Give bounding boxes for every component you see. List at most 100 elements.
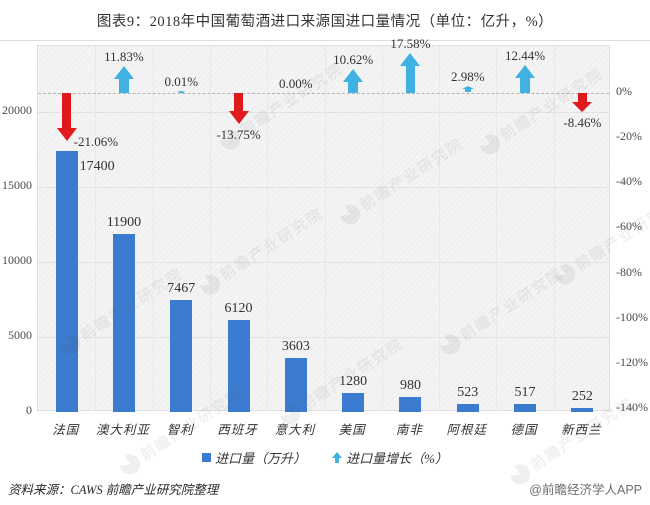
arrow-head-icon xyxy=(113,66,134,80)
up-arrow-icon xyxy=(332,452,343,463)
gridline-v xyxy=(152,46,154,410)
arrow-head-icon xyxy=(56,127,77,141)
growth-down-arrow xyxy=(228,93,249,125)
bar xyxy=(55,151,78,412)
growth-up-arrow xyxy=(515,64,536,93)
growth-percent-label: 17.58% xyxy=(390,36,431,52)
gridline-v xyxy=(209,46,211,410)
y-axis-tick-left: 5000 xyxy=(8,328,32,342)
x-axis-label: 法国 xyxy=(52,423,80,437)
bar-value-label: 6120 xyxy=(224,301,253,317)
arrow-shaft xyxy=(577,93,588,102)
arrow-shaft xyxy=(335,458,340,463)
bar-value-label: 3603 xyxy=(281,338,310,354)
gridline-v xyxy=(439,46,441,410)
arrow-head-icon xyxy=(343,69,364,83)
credit-note: @前瞻经济学人APP xyxy=(529,483,642,497)
growth-percent-label: 11.83% xyxy=(104,49,144,65)
bar xyxy=(112,233,135,412)
growth-up-arrow xyxy=(400,53,421,93)
y-axis-tick-left: 20000 xyxy=(2,103,32,117)
legend-item-import-volume: 进口量（万升） xyxy=(202,448,306,467)
header-divider xyxy=(0,40,650,41)
growth-down-arrow xyxy=(572,93,593,112)
bar-value-label: 1280 xyxy=(339,373,368,389)
arrow-head-icon xyxy=(400,53,421,67)
arrow-head-icon xyxy=(572,101,593,112)
arrow-shaft xyxy=(464,89,471,93)
data-source-note: 资料来源：CAWS 前瞻产业研究院整理 xyxy=(8,483,219,497)
arrow-shaft xyxy=(405,66,416,93)
bar-value-label: 980 xyxy=(399,378,421,394)
arrow-shaft xyxy=(348,82,358,93)
bar xyxy=(571,408,594,412)
y-axis-tick-right: -140% xyxy=(616,399,648,414)
arrow-shaft xyxy=(520,77,530,93)
gridline-v xyxy=(553,46,555,410)
y-axis-tick-right: -120% xyxy=(616,354,648,369)
gridline-v xyxy=(95,46,97,410)
bar xyxy=(342,392,365,412)
y-axis-tick-right: -40% xyxy=(616,174,642,189)
x-axis-label: 西班牙 xyxy=(217,423,258,437)
x-axis-label: 澳大利亚 xyxy=(95,423,150,437)
gridline-v xyxy=(324,46,326,410)
y-axis-tick-left: 15000 xyxy=(2,178,32,192)
gridline-h xyxy=(38,112,609,113)
growth-percent-label: -8.46% xyxy=(563,115,602,131)
y-axis-tick-right: -20% xyxy=(616,129,642,144)
x-axis-label: 南非 xyxy=(395,423,423,437)
bar-value-label: 517 xyxy=(514,385,536,401)
legend-item-import-growth: 进口量增长（%） xyxy=(332,448,448,467)
bar xyxy=(284,357,307,412)
growth-percent-label: -21.06% xyxy=(73,133,119,149)
gridline-v xyxy=(267,46,269,410)
arrow-head-icon xyxy=(176,91,187,92)
bar xyxy=(170,299,193,412)
plot-area: 17400 -21.06% 11900 11.83% 7467 0.01% 6120 -13.… xyxy=(37,36,610,412)
gridline-h xyxy=(38,337,609,338)
gridline-h xyxy=(38,262,609,263)
gridline-h xyxy=(38,187,609,188)
legend-label: 进口量增长（%） xyxy=(346,451,448,466)
bar xyxy=(514,404,537,412)
y-axis-tick-right: -100% xyxy=(616,309,648,324)
arrow-shaft xyxy=(61,93,72,128)
bar-value-label: 11900 xyxy=(106,214,142,230)
growth-up-arrow xyxy=(113,66,134,93)
x-axis-label: 智利 xyxy=(166,423,194,437)
arrow-head-icon xyxy=(461,86,474,90)
growth-up-arrow xyxy=(176,91,187,93)
bar-value-label: 17400 xyxy=(79,159,115,174)
y-axis-tick-left: 10000 xyxy=(2,253,32,267)
arrow-head-icon xyxy=(332,452,343,458)
legend: 进口量（万升） 进口量增长（%） xyxy=(0,448,650,467)
growth-percent-label: -13.75% xyxy=(216,127,261,143)
y-axis-tick-right: 0% xyxy=(616,84,632,98)
growth-percent-label: 0.00% xyxy=(279,76,313,91)
bar xyxy=(399,397,422,412)
gridline-v xyxy=(496,46,498,410)
arrow-head-icon xyxy=(515,64,536,78)
y-axis-tick-left: 0 xyxy=(26,403,32,417)
legend-label: 进口量（万升） xyxy=(215,451,307,466)
growth-percent-label: 0.01% xyxy=(164,74,199,89)
arrow-head-icon xyxy=(228,111,249,125)
y-axis-tick-right: -60% xyxy=(616,219,642,234)
bar-series-swatch xyxy=(202,453,212,462)
x-axis-label: 阿根廷 xyxy=(446,423,488,437)
arrow-shaft xyxy=(233,93,244,112)
bar-value-label: 523 xyxy=(457,385,479,401)
bar-value-label: 252 xyxy=(571,389,593,405)
growth-percent-label: 12.44% xyxy=(505,47,546,63)
growth-up-arrow xyxy=(461,86,474,93)
bar-value-label: 7467 xyxy=(167,280,196,296)
growth-percent-label: 2.98% xyxy=(450,69,485,85)
growth-down-arrow xyxy=(56,93,77,141)
chart-title: 图表9：2018年中国葡萄酒进口来源国进口量情况（单位：亿升，%） xyxy=(96,14,554,30)
y-axis-tick-right: -80% xyxy=(616,264,642,279)
arrow-shaft xyxy=(179,92,184,93)
x-axis-label: 新西兰 xyxy=(561,423,602,437)
bar xyxy=(227,320,250,412)
